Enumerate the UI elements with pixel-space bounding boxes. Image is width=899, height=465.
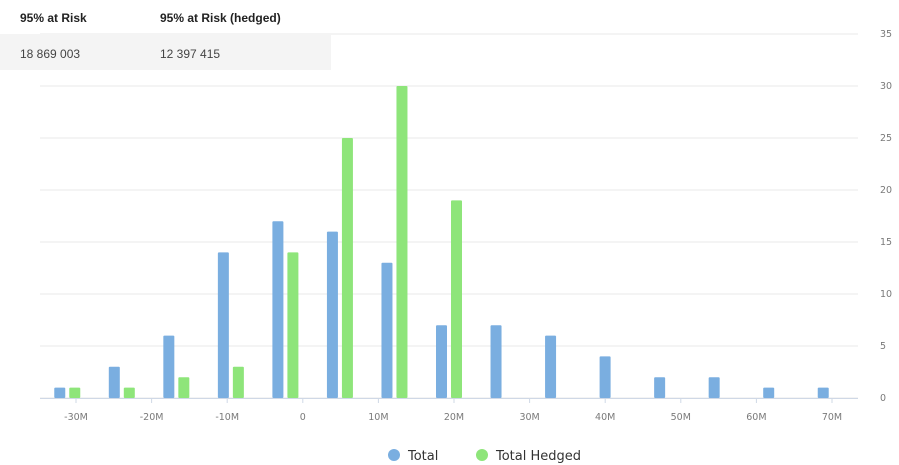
legend-hedged-marker <box>476 449 488 461</box>
bar-total-hedged <box>451 200 462 398</box>
x-tick-label: -20M <box>140 412 164 423</box>
bar-total-hedged <box>69 387 81 398</box>
y-tick-label: 20 <box>880 185 892 196</box>
bar-total-hedged <box>287 252 299 398</box>
x-tick-label: 30M <box>519 412 539 423</box>
bar-total <box>490 325 502 398</box>
y-tick-label: 5 <box>880 341 886 352</box>
bar-total-hedged <box>232 366 244 398</box>
legend-total-label: Total <box>407 449 438 464</box>
risk-summary-row: 18 869 003 12 397 415 <box>0 34 331 70</box>
bar-total-hedged <box>123 387 135 398</box>
bar-total <box>817 387 829 398</box>
legend-total-marker <box>388 449 400 461</box>
header-95-at-risk-hedged: 95% at Risk (hedged) <box>160 11 281 25</box>
y-tick-label: 35 <box>880 29 892 40</box>
header-95-at-risk: 95% at Risk <box>20 11 87 25</box>
bar-total <box>163 335 175 398</box>
bar-total-hedged <box>341 138 353 398</box>
y-tick-label: 15 <box>880 237 892 248</box>
bar-total <box>54 387 66 398</box>
risk-summary-header: 95% at Risk 95% at Risk (hedged) <box>0 0 331 34</box>
x-tick-label: 50M <box>671 412 691 423</box>
x-tick-label: 0 <box>300 412 306 423</box>
y-tick-label: 30 <box>880 81 892 92</box>
bar-total <box>763 387 775 398</box>
bar-total <box>217 252 229 398</box>
bar-total <box>326 231 338 398</box>
bar-total-hedged <box>178 377 190 398</box>
y-tick-label: 0 <box>880 393 886 404</box>
bar-total-hedged <box>396 86 408 398</box>
legend-hedged-label: Total Hedged <box>495 449 581 464</box>
bar-total <box>599 356 611 398</box>
bar-total <box>108 366 120 398</box>
x-tick-label: 10M <box>368 412 388 423</box>
bar-total <box>381 262 393 398</box>
x-tick-label: -30M <box>64 412 88 423</box>
value-95-at-risk-hedged: 12 397 415 <box>160 47 221 61</box>
x-tick-label: 40M <box>595 412 615 423</box>
y-tick-label: 25 <box>880 133 892 144</box>
x-tick-label: 70M <box>822 412 842 423</box>
y-tick-label: 10 <box>880 289 892 300</box>
bar-total <box>272 221 284 398</box>
bar-total <box>708 377 720 398</box>
x-tick-label: -10M <box>215 412 239 423</box>
value-95-at-risk: 18 869 003 <box>20 47 81 61</box>
bar-total <box>654 377 666 398</box>
x-tick-label: 60M <box>746 412 766 423</box>
bar-total <box>436 325 447 398</box>
x-tick-label: 20M <box>444 412 464 423</box>
bar-total <box>545 335 557 398</box>
